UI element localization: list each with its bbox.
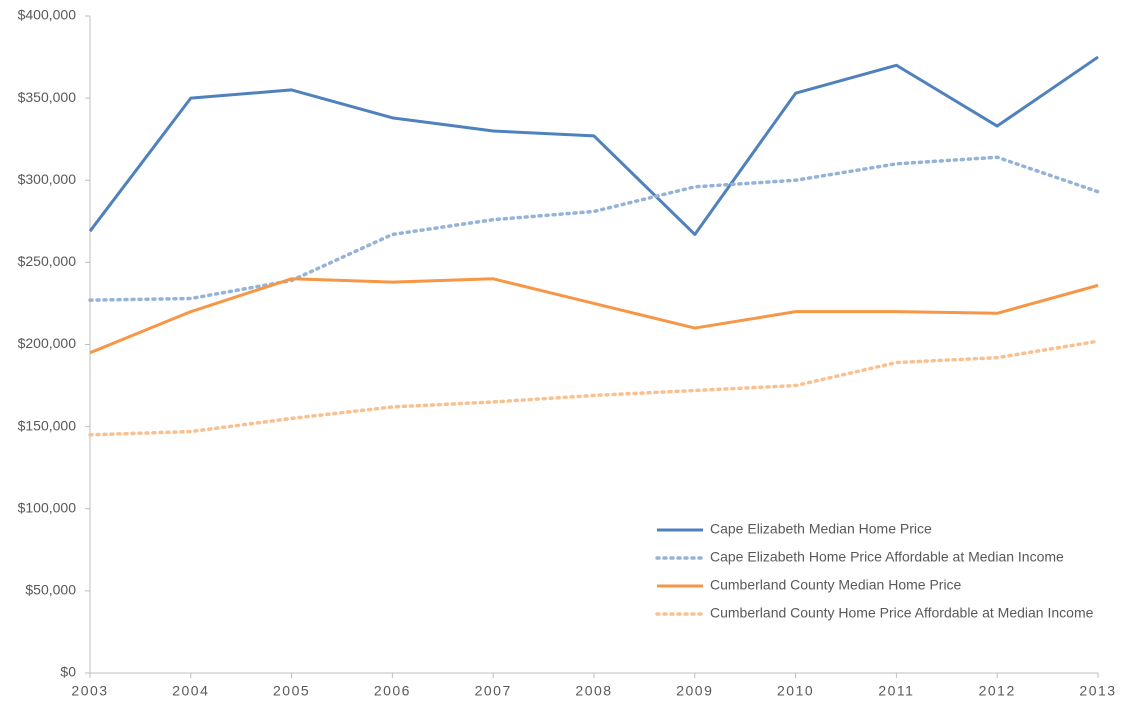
series-line: [88, 155, 1100, 302]
x-tick-label: 2013: [1079, 683, 1116, 699]
y-tick-label: $150,000: [18, 417, 77, 433]
y-tick-label: $350,000: [18, 89, 77, 105]
x-tick-label: 2004: [172, 683, 209, 699]
series-line: [88, 339, 1100, 437]
x-tick-label: 2011: [878, 683, 914, 699]
x-tick-label: 2003: [71, 683, 108, 699]
series-line: [89, 277, 1099, 355]
y-tick-label: $50,000: [25, 582, 76, 598]
x-tick-label: 2009: [676, 683, 713, 699]
x-tick-label: 2007: [475, 683, 512, 699]
legend-label: Cumberland County Home Price Affordable …: [710, 605, 1094, 621]
legend-label: Cumberland County Median Home Price: [710, 577, 962, 593]
legend-label: Cape Elizabeth Home Price Affordable at …: [710, 549, 1064, 565]
series-line: [88, 55, 1099, 236]
x-tick-label: 2010: [777, 683, 814, 699]
x-tick-label: 2012: [979, 683, 1016, 699]
legend-label: Cape Elizabeth Median Home Price: [710, 521, 932, 537]
x-tick-label: 2005: [273, 683, 310, 699]
y-tick-label: $300,000: [18, 171, 77, 187]
y-tick-label: $250,000: [18, 253, 77, 269]
x-tick-label: 2006: [374, 683, 411, 699]
y-tick-label: $100,000: [18, 499, 77, 515]
y-tick-label: $400,000: [18, 7, 77, 23]
x-tick-label: 2008: [575, 683, 612, 699]
y-tick-label: $0: [60, 664, 76, 680]
y-tick-label: $200,000: [18, 335, 77, 351]
